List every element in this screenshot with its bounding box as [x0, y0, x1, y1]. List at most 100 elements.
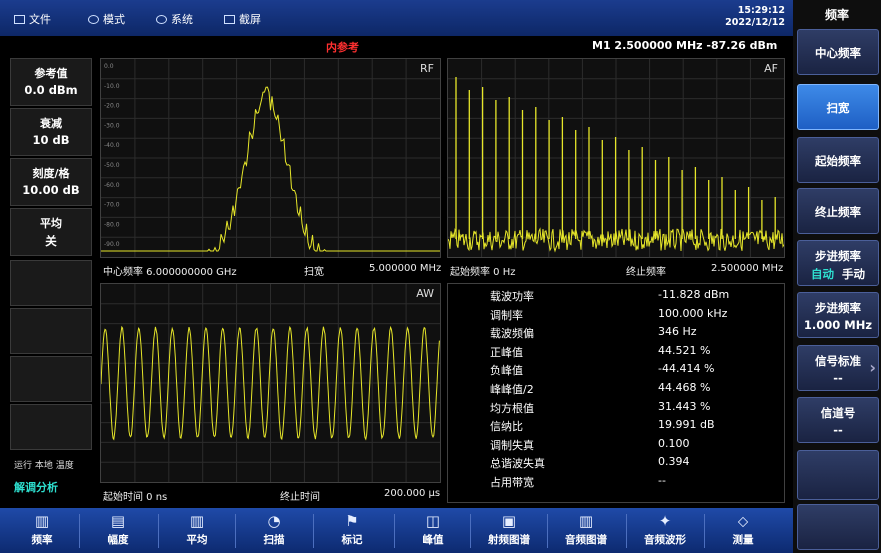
measurement-row: 均方根值 31.443 %: [448, 400, 784, 418]
af-label: AF: [764, 62, 778, 75]
measurement-name: 信纳比: [490, 420, 523, 434]
menu-screenshot[interactable]: 截屏: [224, 11, 261, 27]
measurement-name: 占用带宽: [490, 476, 534, 489]
step-mode-options: 自动 手动: [798, 266, 878, 282]
bottom-button-label: 峰值: [422, 534, 444, 546]
divider: [158, 514, 159, 548]
average-cell[interactable]: 平均 关: [10, 208, 92, 256]
measurement-row: 载波频偏 346 Hz: [448, 325, 784, 343]
bottom-button-sweep[interactable]: ◔ 扫描: [238, 508, 310, 553]
bottom-button-label: 音频波形: [644, 534, 686, 546]
softkey-step-mode[interactable]: 步进频率 自动 手动: [797, 240, 879, 286]
bottom-button-peak[interactable]: ◫ 峰值: [397, 508, 469, 553]
scale-value: 10.00 dB: [22, 183, 80, 197]
bottom-button-marker[interactable]: ⚑ 标记: [316, 508, 388, 553]
measurement-value: 19.991 dB: [658, 418, 715, 432]
softkey-center-frequency[interactable]: 中心频率: [797, 29, 879, 75]
measurement-row: 峰峰值/2 44.468 %: [448, 381, 784, 399]
measurement-name: 调制失真: [490, 438, 534, 452]
bottom-button-frequency[interactable]: ▥ 频率: [6, 508, 78, 553]
softkey-start-frequency[interactable]: 起始频率: [797, 137, 879, 183]
softkey-step-frequency[interactable]: 步进频率 1.000 MHz: [797, 292, 879, 338]
softkey-span[interactable]: 扫宽: [797, 84, 879, 130]
aw-stop-value: 200.000 μs: [384, 488, 441, 499]
attenuation-cell[interactable]: 衰减 10 dB: [10, 108, 92, 156]
softkey-signal-standard-value: --: [833, 371, 843, 385]
divider: [235, 514, 236, 548]
bottom-button-audio-spectrum[interactable]: ▥ 音频图谱: [550, 508, 622, 553]
ref-level-cell[interactable]: 参考值 0.0 dBm: [10, 58, 92, 106]
bottom-button-average[interactable]: ▥ 平均: [161, 508, 233, 553]
measurement-value: --: [658, 474, 666, 487]
menu-mode[interactable]: 模式: [88, 11, 125, 27]
measurement-row: 调制失真 0.100: [448, 437, 784, 455]
divider: [626, 514, 627, 548]
rf-trace-plot: 0.0 -10.0 -20.0 -30.0 -40.0 -50.0 -60.0 -70.0 -8…: [101, 59, 440, 257]
bottom-button-label: 测量: [732, 534, 754, 546]
measurement-row: 载波功率 -11.828 dBm: [448, 288, 784, 306]
rf-y-tick: -60.0: [104, 182, 120, 189]
bottom-button-label: 幅度: [107, 534, 129, 546]
af-stop-value: 2.500000 MHz: [711, 263, 784, 274]
rf-spectrum-panel[interactable]: 0.0 -10.0 -20.0 -30.0 -40.0 -50.0 -60.0 -70.0 -8…: [100, 58, 441, 258]
softkey-span-label: 扫宽: [826, 101, 850, 115]
average-value: 关: [45, 234, 57, 248]
measurement-row: 信纳比 19.991 dB: [448, 418, 784, 436]
top-menu-bar: 文件 模式 系统 截屏 15:29:12 2022/12/12: [0, 0, 793, 36]
bottom-button-label: 标记: [341, 534, 363, 546]
af-start-frequency: 起始频率 0 Hz: [450, 267, 516, 278]
af-spectrum-panel[interactable]: AF: [447, 58, 785, 258]
divider: [394, 514, 395, 548]
status-line: 内参考 M1 2.500000 MHz -87.26 dBm: [0, 36, 793, 58]
menu-screenshot-label: 截屏: [239, 13, 261, 26]
audio-waveform-icon: ✦: [658, 512, 672, 530]
step-mode-auto[interactable]: 自动: [810, 267, 834, 281]
menu-mode-label: 模式: [103, 13, 125, 26]
measurement-value: 44.521 %: [658, 343, 711, 357]
softkey-channel-number[interactable]: 信道号 --: [797, 397, 879, 443]
left-parameter-panel: 参考值 0.0 dBm 衰减 10 dB 刻度/格 10.00 dB 平均 关 …: [10, 58, 92, 503]
rf-trace: [101, 86, 440, 252]
rf-span-value: 5.000000 MHz: [369, 263, 442, 274]
bottom-button-label: 扫描: [263, 534, 285, 546]
rf-center-frequency: 中心频率 6.000000000 GHz: [103, 267, 237, 278]
sweep-icon: ◔: [267, 512, 281, 530]
softkey-step-frequency-value: 1.000 MHz: [803, 318, 873, 332]
empty-cell-4: [10, 404, 92, 450]
aw-start-time: 起始时间 0 ns: [103, 492, 168, 503]
measurement-value: 0.100: [658, 436, 690, 450]
measurement-name: 载波功率: [490, 290, 534, 303]
bottom-button-label: 平均: [186, 534, 208, 546]
bottom-button-measure[interactable]: ⬦ 测量: [707, 508, 779, 553]
softkey-step-mode-title: 步进频率: [815, 249, 861, 263]
ref-level-value: 0.0 dBm: [24, 83, 78, 97]
mode-icon: [88, 15, 99, 24]
measurement-name: 均方根值: [490, 401, 534, 415]
measurement-row: 正峰值 44.521 %: [448, 344, 784, 362]
rf-y-tick: -90.0: [104, 241, 120, 248]
rf-spectrum-icon: ▣: [501, 512, 517, 530]
softkey-start-frequency-label: 起始频率: [815, 154, 861, 168]
softkey-channel-number-value: --: [833, 423, 843, 437]
bottom-button-audio-waveform[interactable]: ✦ 音频波形: [629, 508, 701, 553]
softkey-stop-frequency[interactable]: 终止频率: [797, 188, 879, 234]
rf-y-tick: 0.0: [104, 63, 114, 70]
bottom-button-amplitude[interactable]: ▤ 幅度: [82, 508, 154, 553]
bottom-button-rf-spectrum[interactable]: ▣ 射频图谱: [473, 508, 545, 553]
scale-title: 刻度/格: [32, 167, 70, 180]
scale-cell[interactable]: 刻度/格 10.00 dB: [10, 158, 92, 206]
softkey-empty-1: [797, 450, 879, 500]
measurement-value: 44.468 %: [658, 381, 711, 394]
menu-system[interactable]: 系统: [156, 11, 193, 27]
aw-trace-plot: [101, 284, 440, 482]
audio-waveform-panel[interactable]: AW: [100, 283, 441, 483]
softkey-signal-standard-title: 信号标准: [815, 354, 861, 368]
measurement-value: 0.394: [658, 455, 690, 469]
step-mode-manual[interactable]: 手动: [842, 267, 865, 281]
attenuation-title: 衰减: [40, 117, 62, 130]
rf-y-tick: -20.0: [104, 103, 120, 110]
measurement-row: 总谐波失真 0.394: [448, 455, 784, 473]
menu-file[interactable]: 文件: [14, 11, 51, 27]
peak-icon: ◫: [425, 512, 441, 530]
softkey-signal-standard[interactable]: 信号标准 -- ›: [797, 345, 879, 391]
